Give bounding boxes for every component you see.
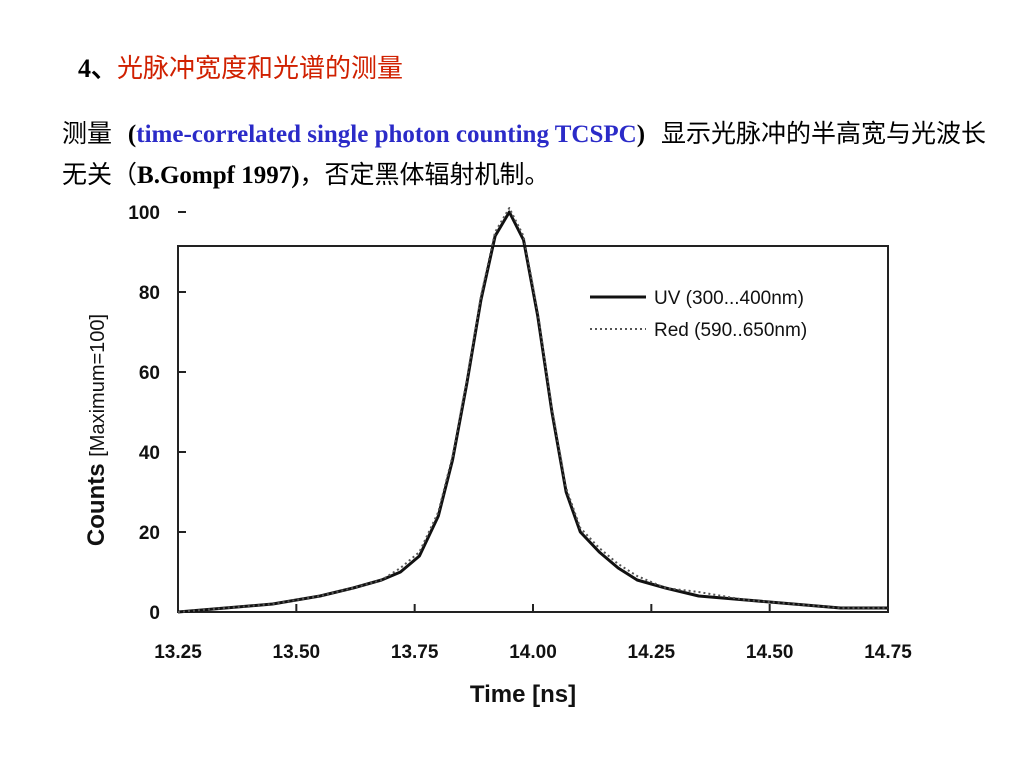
y-tick-label: 80 bbox=[139, 283, 160, 304]
series-line-uv bbox=[177, 210, 888, 614]
y-tick-label: 60 bbox=[139, 363, 160, 384]
x-tick-label: 14.75 bbox=[864, 642, 912, 663]
y-axis: 0 20 40 60 80 100 bbox=[128, 203, 186, 624]
heading-text: 光脉冲宽度和光谱的测量 bbox=[117, 54, 404, 84]
paren-open: ( bbox=[127, 121, 137, 148]
x-tick-label: 14.50 bbox=[746, 642, 794, 663]
x-axis: 13.25 13.50 13.75 14.00 14.25 14.50 14.75 bbox=[154, 604, 912, 663]
x-axis-title: Time [ns] bbox=[470, 681, 576, 708]
paren-close: ) bbox=[636, 121, 646, 148]
slide-heading: 4、光脉冲宽度和光谱的测量 bbox=[78, 48, 403, 85]
citation: B.Gompf 1997) bbox=[137, 162, 300, 189]
paragraph-part3: ，否定黑体辐射机制。 bbox=[299, 160, 550, 189]
paragraph-part1: 测量 bbox=[62, 119, 113, 148]
tcspc-term: time-correlated single photon counting T… bbox=[136, 121, 637, 148]
x-tick-label: 13.50 bbox=[273, 642, 321, 663]
y-axis-title-main: Counts bbox=[83, 463, 110, 546]
x-tick-label: 14.00 bbox=[509, 642, 557, 663]
legend-label: UV (300...400nm) bbox=[654, 288, 804, 309]
series-layer bbox=[177, 207, 888, 614]
y-tick-label: 100 bbox=[128, 203, 160, 224]
x-tick-label: 13.25 bbox=[154, 642, 202, 663]
y-tick-label: 0 bbox=[149, 603, 160, 624]
paragraph-part2: 显示光脉冲的半高宽与光波长无关（ bbox=[62, 119, 986, 189]
y-tick-label: 20 bbox=[139, 523, 160, 544]
y-axis-title-sub: [Maximum=100] bbox=[87, 314, 109, 457]
legend: UV (300...400nm) Red (590..650nm) bbox=[590, 288, 807, 341]
y-axis-title: Counts [Maximum=100] bbox=[83, 314, 110, 546]
slide-paragraph: 测量 (time-correlated single photon counti… bbox=[62, 114, 992, 196]
heading-number: 4、 bbox=[78, 54, 118, 83]
x-tick-label: 14.25 bbox=[628, 642, 676, 663]
x-tick-label: 13.75 bbox=[391, 642, 439, 663]
y-tick-label: 40 bbox=[139, 443, 160, 464]
legend-label: Red (590..650nm) bbox=[654, 320, 807, 341]
series-line-red bbox=[177, 207, 888, 613]
